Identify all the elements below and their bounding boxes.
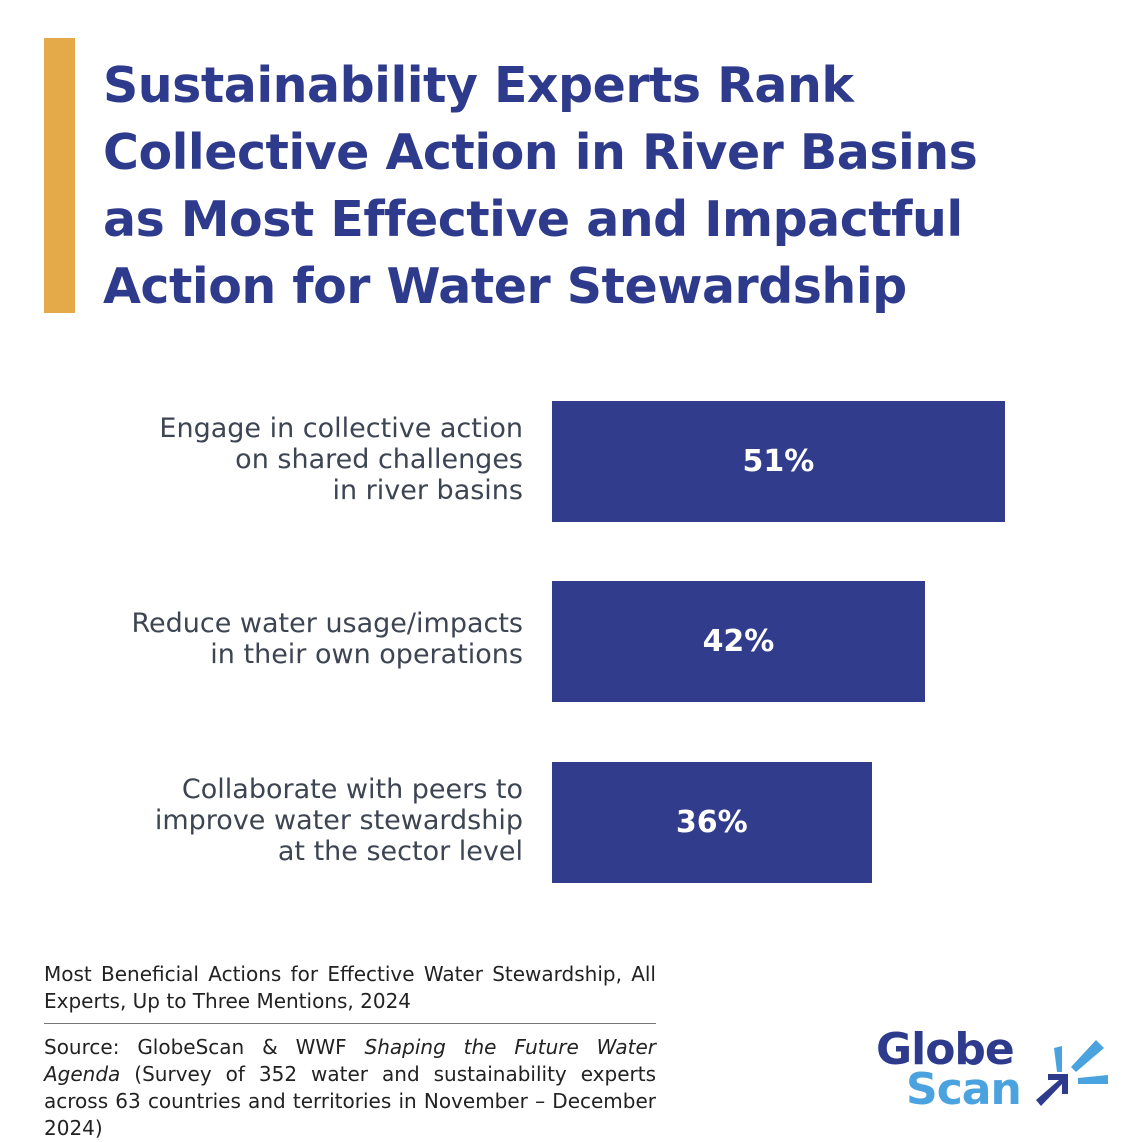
category-label: Collaborate with peers to improve water s… [43, 774, 523, 867]
category-label-line: Engage in collective action [159, 412, 523, 444]
category-label-line: in river basins [332, 474, 523, 506]
survey-note: (Survey of 352 water and sustainability … [44, 1062, 657, 1140]
title-line: as Most Effective and Impactful [103, 191, 963, 248]
category-label-line: in their own operations [210, 639, 523, 670]
title-line: Sustainability Experts Rank [103, 57, 854, 114]
source-note: Source: GlobeScan & WWF Shaping the Futu… [44, 1034, 656, 1142]
footnote-divider [44, 1023, 656, 1024]
logo-text-scan: Scan [906, 1064, 1022, 1115]
category-label-line: improve water stewardship [154, 804, 523, 836]
bar: 42% [552, 581, 925, 702]
chart-description: Most Beneficial Actions for Effective Wa… [44, 962, 656, 1013]
source-prefix: Source: GlobeScan & WWF [44, 1035, 365, 1059]
title-line: Collective Action in River Basins [103, 124, 978, 181]
data-label: 51% [742, 444, 815, 479]
globescan-logo: Globe Scan [876, 1024, 1116, 1115]
category-label-line: on shared challenges [235, 443, 523, 475]
category-label-line: Reduce water usage/impacts [131, 608, 523, 639]
category-label: Reduce water usage/impacts in their own o… [43, 608, 523, 670]
source-title: Shaping the Future Water Agenda [44, 1035, 656, 1086]
title-accent-bar [44, 38, 75, 313]
chart-title: Sustainability Experts Rank Collective Ac… [103, 52, 1103, 320]
category-label: Engage in collective action on shared cha… [43, 413, 523, 506]
category-label-line: Collaborate with peers to [181, 773, 523, 805]
bar: 36% [552, 762, 872, 883]
logo-burst-icon [1036, 1040, 1108, 1106]
title-line: Action for Water Stewardship [103, 258, 907, 315]
logo-text-globe: Globe [876, 1024, 1015, 1075]
category-label-line: at the sector level [277, 835, 523, 867]
data-label: 36% [675, 805, 748, 840]
data-label: 42% [702, 624, 775, 659]
bar: 51% [552, 401, 1005, 522]
